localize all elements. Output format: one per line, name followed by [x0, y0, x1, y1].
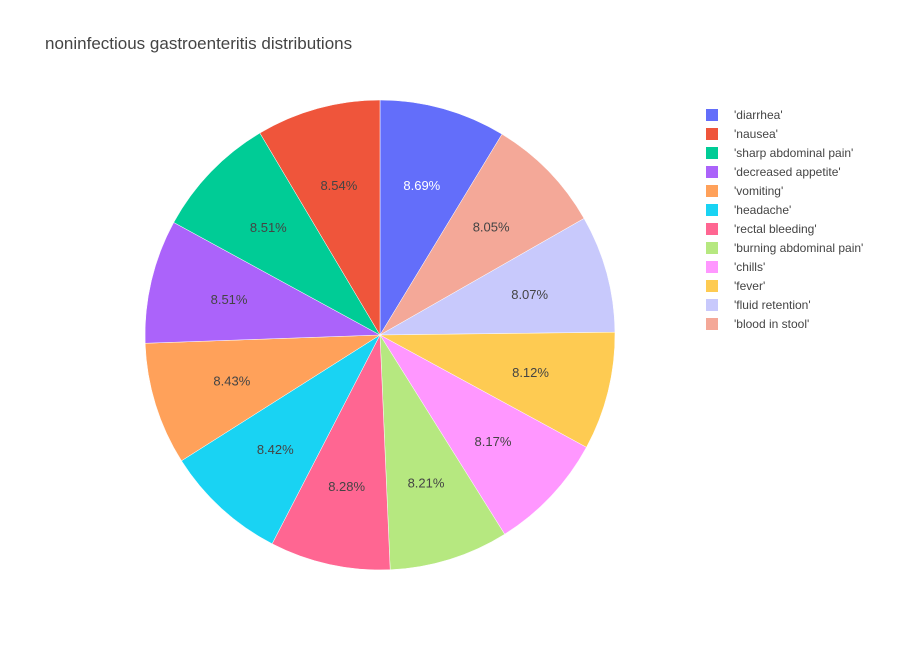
- legend-swatch: [706, 260, 718, 273]
- slice-percent-label: 8.28%: [328, 479, 365, 494]
- legend-label: 'burning abdominal pain': [734, 240, 864, 255]
- legend-item[interactable]: 'rectal bleeding': [706, 219, 863, 238]
- slice-percent-label: 8.51%: [250, 220, 287, 235]
- legend-item[interactable]: 'nausea': [706, 124, 863, 143]
- legend-label: 'sharp abdominal pain': [734, 145, 854, 160]
- legend-item[interactable]: 'fluid retention': [706, 295, 863, 314]
- legend-swatch: [706, 203, 718, 216]
- legend-label: 'vomiting': [734, 183, 784, 198]
- legend-swatch: [706, 146, 718, 159]
- slice-percent-label: 8.07%: [511, 287, 548, 302]
- chart-title: noninfectious gastroenteritis distributi…: [45, 34, 353, 53]
- slice-percent-label: 8.05%: [473, 219, 510, 234]
- legend: 'diarrhea' 'nausea' 'sharp abdominal pain'…: [706, 105, 863, 333]
- slice-percent-label: 8.51%: [211, 292, 248, 307]
- slice-percent-label: 8.54%: [320, 178, 357, 193]
- pie-slices: [144, 99, 616, 571]
- pie-slice[interactable]: [259, 99, 381, 336]
- pie-slice[interactable]: [379, 133, 585, 336]
- legend-swatch: [706, 317, 718, 330]
- pie-slice[interactable]: [379, 331, 616, 448]
- pie-slice[interactable]: [144, 222, 381, 344]
- pie-slice[interactable]: [379, 334, 587, 535]
- legend-swatch: [706, 241, 718, 254]
- legend-swatch: [706, 184, 718, 197]
- legend-label: 'blood in stool': [734, 316, 810, 331]
- slice-percent-label: 8.21%: [408, 476, 445, 491]
- legend-item[interactable]: 'vomiting': [706, 181, 863, 200]
- slice-percent-label: 8.69%: [403, 178, 440, 193]
- legend-label: 'fever': [734, 278, 766, 293]
- pie-slice[interactable]: [173, 132, 381, 336]
- legend-label: 'fluid retention': [734, 297, 811, 312]
- legend-item[interactable]: 'headache': [706, 200, 863, 219]
- legend-label: 'chills': [734, 259, 766, 274]
- slice-percent-label: 8.42%: [257, 442, 294, 457]
- legend-swatch: [706, 127, 718, 140]
- legend-label: 'headache': [734, 202, 792, 217]
- slice-percent-label: 8.12%: [512, 365, 549, 380]
- pie-slice[interactable]: [271, 334, 391, 571]
- legend-swatch: [706, 222, 718, 235]
- pie-slice[interactable]: [181, 334, 381, 545]
- legend-label: 'diarrhea': [734, 107, 783, 122]
- legend-item[interactable]: 'diarrhea': [706, 105, 863, 124]
- legend-swatch: [706, 165, 718, 178]
- pie-slice[interactable]: [144, 334, 381, 462]
- pie-slice[interactable]: [379, 218, 616, 336]
- legend-item[interactable]: 'chills': [706, 257, 863, 276]
- legend-item[interactable]: 'fever': [706, 276, 863, 295]
- pie-slice[interactable]: [379, 334, 506, 571]
- legend-swatch: [706, 108, 718, 121]
- legend-swatch: [706, 298, 718, 311]
- legend-item[interactable]: 'blood in stool': [706, 314, 863, 333]
- slice-percent-label: 8.43%: [213, 373, 250, 388]
- slice-percent-label: 8.17%: [475, 434, 512, 449]
- legend-label: 'rectal bleeding': [734, 221, 817, 236]
- pie-slice-labels: 8.69% 8.05% 8.07% 8.12% 8.17% 8.21% 8.28% 8.42%…: [211, 178, 550, 494]
- legend-item[interactable]: 'burning abdominal pain': [706, 238, 863, 257]
- legend-item[interactable]: 'sharp abdominal pain': [706, 143, 863, 162]
- pie-slice[interactable]: [379, 99, 503, 336]
- legend-label: 'decreased appetite': [734, 164, 841, 179]
- legend-swatch: [706, 279, 718, 292]
- legend-label: 'nausea': [734, 126, 778, 141]
- legend-item[interactable]: 'decreased appetite': [706, 162, 863, 181]
